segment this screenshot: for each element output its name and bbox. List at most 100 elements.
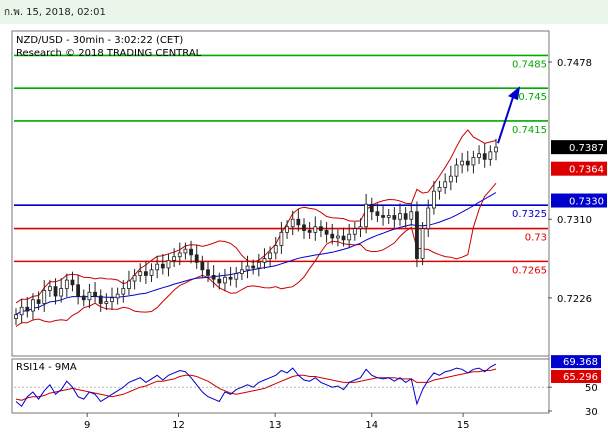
rsi-ma-line <box>15 368 497 401</box>
candle-body <box>358 226 363 230</box>
bollinger-upper <box>15 129 497 304</box>
candle-body <box>143 271 148 276</box>
candle-body <box>268 252 273 259</box>
candle-body <box>494 146 498 153</box>
level-label-1: 0.745 <box>518 92 547 103</box>
candle-body <box>302 224 306 231</box>
rsi-layer: 50 30 69.368 65.296 <box>14 355 601 418</box>
candle-body <box>121 288 126 295</box>
y-tick-label-1: 0.7310 <box>557 215 592 226</box>
candle-body <box>313 226 318 233</box>
candle-body <box>324 230 329 235</box>
datetime-label: ก.พ. 15, 2018, 02:01 <box>4 7 106 18</box>
x-tick-label-1: 12 <box>172 420 185 431</box>
chart-title: NZD/USD - 30min - 3:02:22 (CET) <box>16 35 183 46</box>
candle-body <box>488 151 493 160</box>
rsi-pane-frame <box>11 358 550 414</box>
candle-body <box>256 261 261 269</box>
forecast-arrow-line <box>497 93 515 144</box>
rsi-ma-value-label: 65.296 <box>563 372 598 383</box>
rsi-tick-label-1: 30 <box>585 407 598 418</box>
candle-body <box>234 273 239 280</box>
candle-body <box>319 226 323 231</box>
level-label-4: 0.73 <box>525 233 547 244</box>
y-tick-label-0: 0.7478 <box>557 58 592 69</box>
candle-body <box>172 256 177 261</box>
candle-body <box>386 215 391 218</box>
candle-body <box>42 289 47 304</box>
candle-body <box>217 278 222 284</box>
candle-body <box>115 293 120 299</box>
level-label-5: 0.7265 <box>512 265 547 276</box>
candle-body <box>437 187 442 192</box>
candle-body <box>59 288 64 297</box>
candle-body <box>443 181 448 188</box>
candle-body <box>228 276 233 280</box>
candle-body <box>273 245 278 254</box>
candle-body <box>262 258 267 263</box>
candle-body <box>206 269 210 276</box>
x-tick-label-0: 9 <box>84 420 90 431</box>
candle-body <box>223 276 227 284</box>
x-tick-label-2: 13 <box>269 420 282 431</box>
candles-layer <box>14 86 520 326</box>
candle-body <box>81 295 86 301</box>
candle-body <box>155 263 160 271</box>
candle-body <box>19 306 24 316</box>
price-tag-label-0: 0.7387 <box>569 143 604 154</box>
level-label-0: 0.7485 <box>512 59 547 70</box>
candle-body <box>25 306 30 312</box>
candle-body <box>53 286 58 297</box>
candle-body <box>194 254 199 263</box>
candle-body <box>98 295 103 304</box>
rsi-title: RSI14 - 9MA <box>16 362 77 373</box>
candle-body <box>189 248 193 256</box>
forecast-arrowhead <box>508 86 520 101</box>
candle-body <box>426 207 431 230</box>
price-tag-0 <box>551 140 607 155</box>
candle-body <box>166 260 171 269</box>
candle-body <box>381 215 385 218</box>
candle-body <box>465 160 470 166</box>
candle-body <box>415 211 419 259</box>
candle-body <box>335 235 340 239</box>
candle-body <box>403 213 408 220</box>
candle-body <box>239 269 244 274</box>
candle-body <box>110 297 114 303</box>
level-label-2: 0.7415 <box>512 125 547 136</box>
candle-body <box>47 286 52 291</box>
rsi-value-tag <box>551 355 601 369</box>
candle-body <box>352 228 357 235</box>
y-tick-label-2: 0.7226 <box>557 294 592 305</box>
candle-body <box>290 218 295 228</box>
price-tag-label-2: 0.7330 <box>569 197 604 208</box>
candle-body <box>127 280 131 289</box>
candle-body <box>409 211 414 220</box>
price-tag-1 <box>551 161 607 176</box>
candle-body <box>341 235 346 241</box>
candle-body <box>420 228 425 259</box>
price-tag-2 <box>551 193 607 208</box>
candle-body <box>431 190 436 209</box>
rsi-ma-value-tag <box>551 369 601 383</box>
price-tag-label-1: 0.7364 <box>569 165 604 176</box>
rsi-line <box>15 363 497 407</box>
candle-body <box>36 299 41 304</box>
candle-body <box>364 203 369 228</box>
candle-body <box>200 261 205 271</box>
candle-body <box>347 233 352 241</box>
candle-body <box>31 299 35 312</box>
rsi-value-label: 69.368 <box>563 357 598 368</box>
candle-body <box>132 275 137 282</box>
candle-body <box>296 218 301 226</box>
candle-body <box>149 269 154 276</box>
candle-body <box>471 157 476 166</box>
candle-body <box>211 275 216 280</box>
candle-body <box>245 265 250 271</box>
candle-body <box>177 252 182 258</box>
candle-body <box>104 301 109 304</box>
candle-body <box>482 153 487 160</box>
